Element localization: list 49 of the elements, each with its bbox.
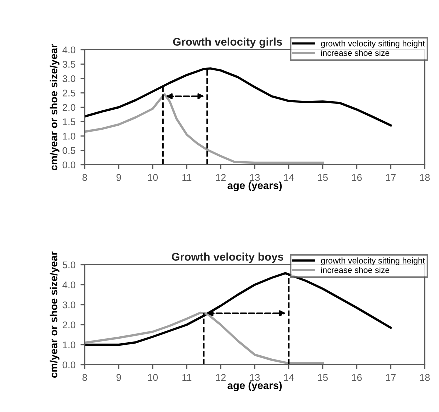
y-tick-label: 3.5 (62, 61, 76, 68)
line-series (85, 312, 324, 365)
y-axis-title: cm/year or shoe size/year (50, 44, 60, 170)
chart-title: Growth velocity boys (172, 252, 284, 264)
x-tick-label: 13 (250, 174, 260, 182)
y-tick-label: 0.0 (62, 362, 76, 369)
y-tick-label: 1.0 (63, 342, 76, 349)
y-axis-title: cm/year or shoe size/year (50, 252, 60, 378)
y-tick-label: 1.5 (63, 118, 76, 126)
x-tick-label: 14 (284, 174, 294, 182)
x-tick-label: 14 (284, 374, 294, 382)
x-tick-label: 17 (386, 374, 396, 382)
legend-label: increase shoe size (321, 267, 390, 274)
y-tick-label: 4.0 (62, 46, 76, 54)
chart-title: Growth velocity girls (173, 38, 282, 48)
x-tick-label: 13 (250, 374, 260, 382)
x-tick-label: 9 (116, 374, 122, 382)
x-tick-label: 16 (352, 174, 362, 182)
y-tick-label: 2.0 (62, 104, 76, 112)
legend-label: growth velocity sitting height (321, 40, 426, 48)
x-tick-label: 8 (82, 374, 88, 382)
x-tick-label: 12 (216, 174, 226, 182)
legend-label: increase shoe size (321, 50, 390, 56)
x-axis-title: age (years) (228, 182, 282, 192)
x-tick-label: 11 (182, 174, 192, 182)
line-series (85, 93, 324, 164)
x-tick-label: 9 (116, 174, 122, 182)
y-tick-label: 4.0 (62, 282, 76, 289)
y-tick-label: 0.5 (62, 147, 76, 154)
x-tick-label: 17 (386, 174, 396, 182)
x-tick-label: 16 (352, 374, 362, 382)
x-axis-title: age (years) (228, 382, 282, 392)
y-tick-label: 2.0 (62, 322, 76, 329)
y-tick-label: 0.0 (62, 162, 76, 169)
y-tick-label: 2.5 (62, 90, 76, 97)
x-tick-label: 10 (148, 174, 158, 182)
x-tick-label: 8 (82, 174, 88, 182)
legend-label: growth velocity sitting height (321, 258, 426, 266)
y-tick-label: 3.0 (62, 75, 76, 82)
y-tick-label: 1.0 (63, 132, 76, 140)
y-tick-label: 5.0 (62, 262, 76, 269)
x-tick-label: 12 (216, 374, 226, 382)
x-tick-label: 15 (318, 174, 328, 182)
x-tick-label: 18 (420, 374, 430, 382)
y-tick-label: 3.0 (62, 302, 76, 309)
x-tick-label: 10 (148, 374, 158, 382)
x-tick-label: 18 (420, 174, 430, 182)
x-tick-label: 15 (318, 374, 328, 382)
x-tick-label: 11 (182, 374, 192, 382)
